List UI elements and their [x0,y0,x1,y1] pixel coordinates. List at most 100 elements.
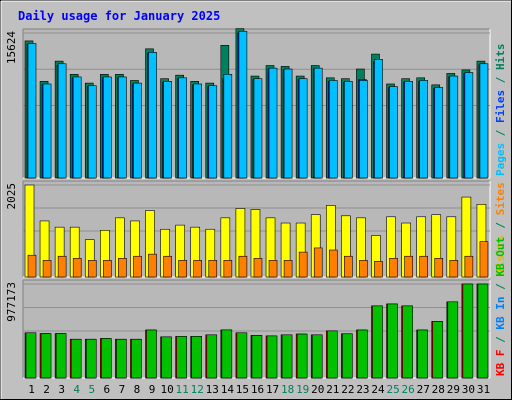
kb-f-bar [161,336,172,379]
kb-f-bar [311,334,323,379]
pages-bar [328,80,338,179]
pages-bar [389,86,398,179]
pages-bar [148,52,157,179]
pages-bar [419,80,428,179]
x-tick-label: 17 [266,383,279,396]
sites-bar [193,260,203,278]
x-tick-label: 3 [58,383,65,396]
pages-bar [133,82,142,179]
kb-f-bar [296,333,308,379]
kb-f-bar [116,338,127,379]
pages-bar [223,74,233,179]
sites-bar [208,260,218,278]
legend-entry: Hits [494,44,507,71]
kb-f-bar [221,329,233,379]
kb-f-bar [176,336,187,379]
x-tick-label: 15 [236,383,249,396]
pages-bar [344,81,353,179]
kb-f-bar [417,329,428,379]
kb-f-bar [191,336,203,379]
x-tick-label: 2 [43,383,50,396]
legend-entry: KB Out [494,237,507,277]
legend-entry: / [494,70,507,83]
x-tick-label: 29 [447,383,460,396]
x-tick-label: 18 [281,383,294,396]
pages-bar [434,87,444,179]
pages-bar [103,76,112,179]
pages-bar [313,67,323,179]
kb-f-bar [372,305,383,379]
sites-bar [313,247,323,278]
pages-bar [118,76,127,179]
kb-f-bar [146,329,157,379]
x-tick-label: 10 [160,383,173,396]
sites-bar [268,260,278,278]
kb-f-bar [131,338,142,379]
x-tick-label: 28 [432,383,445,396]
sites-bar [404,255,413,278]
sites-bar [223,260,233,278]
pages-bar [208,85,218,179]
x-tick-label: 26 [402,383,415,396]
pages-bar [57,63,67,179]
x-tick-label: 7 [119,383,126,396]
x-tick-label: 23 [356,383,369,396]
kb-f-bar [266,335,278,379]
kb-f-bar [387,303,398,379]
sites-bar [298,251,308,278]
pages-bar [27,43,37,179]
x-tick-label: 30 [462,383,475,396]
series-legend: Pages / Files / Hits [494,44,507,177]
x-tick-label: 11 [176,383,189,396]
sites-bar [163,255,172,278]
sites-bar [27,254,37,278]
sites-bar [133,255,142,278]
sites-bar [283,260,293,278]
kb-f-bar [477,283,489,379]
sites-bar [419,255,428,278]
pages-bar [87,85,97,179]
sites-bar [118,258,127,278]
kb-f-bar [402,305,413,379]
x-tick-label: 8 [134,383,141,396]
pages-bar [178,77,187,179]
pages-bar [72,76,82,179]
pages-bar [464,72,474,179]
x-tick-label: 6 [104,383,111,396]
pages-bar [163,81,172,179]
legend-entry: / [494,123,507,136]
kb-f-bar [25,332,37,379]
legend-entry: / [494,330,507,343]
legend-entry: Sites [494,182,507,215]
x-tick-label: 9 [149,383,156,396]
legend-entry: KB In [494,290,507,330]
x-tick-label: 21 [326,383,339,396]
kb-f-bar [251,335,263,379]
pages-bar [268,67,278,179]
sites-bar [178,260,187,278]
legend-entry: / [494,277,507,290]
y-max-label: 977173 [5,282,18,322]
kb-f-bar [206,334,218,379]
x-tick-label: 22 [341,383,354,396]
sites-bar [328,249,338,278]
x-tick-label: 13 [206,383,219,396]
pages-bar [298,78,308,179]
x-tick-label: 27 [417,383,430,396]
sites-bar [238,255,248,278]
kb-f-bar [326,330,338,379]
sites-bar [344,255,353,278]
sites-bar [374,261,383,278]
kb-f-bar [40,333,52,379]
sites-bar [87,260,97,278]
pages-bar [404,81,413,179]
x-tick-label: 16 [251,383,264,396]
kb-f-bar [462,283,474,379]
pages-bar [359,80,368,179]
sites-bar [72,258,82,278]
sites-bar [359,260,368,278]
kb-f-bar [70,338,82,379]
x-tick-label: 4 [73,383,80,396]
